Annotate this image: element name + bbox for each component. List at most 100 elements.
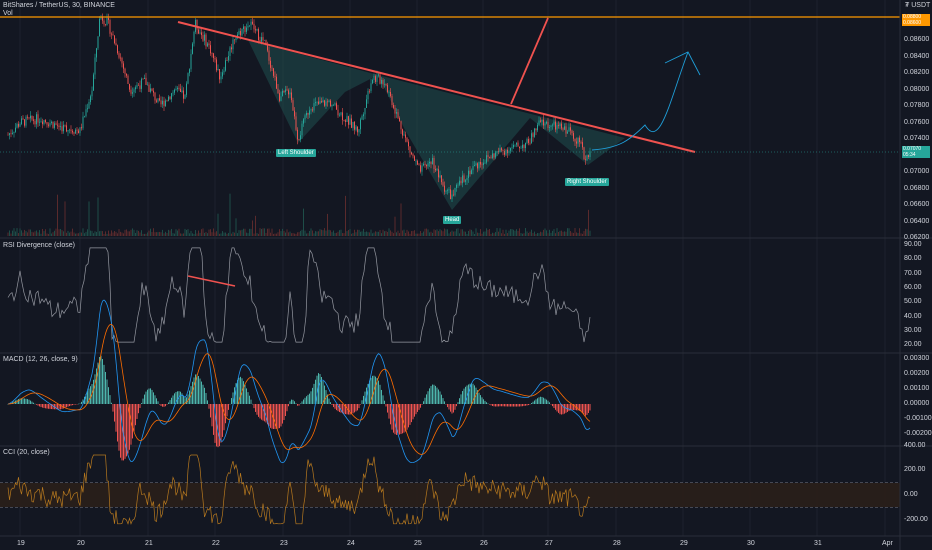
cci-tick: 400.00 bbox=[904, 442, 926, 449]
volume-bar bbox=[255, 215, 256, 236]
price-tick: 0.07600 bbox=[904, 118, 930, 126]
volume-bar bbox=[568, 228, 570, 236]
macd-histogram-bar bbox=[583, 404, 585, 415]
rsi-tick: 30.00 bbox=[904, 326, 922, 334]
volume-bar bbox=[55, 228, 57, 236]
candle-body bbox=[201, 32, 202, 36]
macd-histogram-bar bbox=[385, 404, 387, 407]
candle-body bbox=[343, 119, 345, 121]
cci-title[interactable]: CCI (20, close) bbox=[3, 449, 50, 456]
candle-body bbox=[496, 151, 498, 153]
candle-body bbox=[75, 129, 76, 134]
drawings[interactable] bbox=[0, 16, 900, 153]
volume-bar bbox=[189, 233, 190, 236]
rsi-divergence-line[interactable] bbox=[187, 275, 236, 287]
volume-bar bbox=[388, 228, 390, 236]
macd-histogram-bar bbox=[183, 395, 184, 404]
macd-histogram-bar bbox=[391, 404, 393, 430]
volume-bar bbox=[256, 233, 258, 236]
macd-histogram-bar bbox=[525, 404, 526, 406]
volume-bar bbox=[540, 231, 541, 236]
volume-bar bbox=[88, 201, 90, 236]
macd-histogram-bar bbox=[460, 394, 462, 404]
candle-body bbox=[408, 141, 409, 147]
volume-bar bbox=[180, 233, 181, 236]
macd-histogram-bar bbox=[439, 391, 441, 404]
right-shoulder-label[interactable]: Right Shoulder bbox=[565, 178, 609, 186]
macd-title[interactable]: MACD (12, 26, close, 9) bbox=[3, 356, 78, 363]
candle-body bbox=[268, 50, 270, 61]
left-shoulder-label[interactable]: Left Shoulder bbox=[276, 149, 316, 157]
macd-histogram-bar bbox=[145, 391, 147, 404]
candle-body bbox=[495, 152, 496, 158]
volume-bar bbox=[477, 232, 478, 236]
candle-body bbox=[91, 90, 93, 97]
projected-path[interactable] bbox=[591, 51, 689, 151]
macd-histogram-bar bbox=[442, 398, 444, 404]
volume-bar bbox=[321, 229, 322, 236]
rsi-title[interactable]: RSI Divergence (close) bbox=[3, 242, 75, 249]
volume-bar bbox=[297, 232, 298, 236]
candle-body bbox=[208, 43, 210, 46]
volume-bar bbox=[228, 232, 229, 236]
volume-bar bbox=[223, 232, 225, 236]
candle-body bbox=[390, 91, 391, 97]
candle-body bbox=[579, 137, 580, 142]
candle-body bbox=[175, 88, 177, 90]
macd-histogram-bar bbox=[348, 404, 349, 415]
currency-label[interactable]: ₮ USDT bbox=[905, 2, 931, 9]
volume-bar bbox=[370, 229, 372, 236]
volume-bar bbox=[177, 230, 178, 236]
macd-histogram-bar bbox=[574, 404, 576, 411]
candle-body bbox=[210, 45, 211, 54]
candle-body bbox=[102, 16, 103, 21]
rsi-tick: 20.00 bbox=[904, 341, 922, 349]
macd-histogram-bar bbox=[423, 401, 424, 404]
candle-body bbox=[60, 126, 61, 128]
macd-histogram-bar bbox=[382, 395, 384, 404]
macd-histogram-bar bbox=[381, 389, 382, 404]
volume-bar bbox=[148, 230, 150, 236]
volume-bar bbox=[132, 228, 133, 236]
macd-histogram-bar bbox=[157, 401, 159, 404]
macd-histogram-bar bbox=[301, 401, 303, 404]
candlesticks[interactable] bbox=[7, 13, 591, 202]
candle-body bbox=[586, 155, 588, 161]
neckline-trendline[interactable] bbox=[177, 21, 696, 153]
volume-bar bbox=[157, 232, 159, 236]
volume-bar bbox=[222, 231, 223, 236]
pane-separators[interactable] bbox=[0, 237, 932, 537]
volume-bar bbox=[558, 231, 559, 236]
macd-histogram-bar bbox=[204, 387, 205, 404]
candle-body bbox=[574, 138, 576, 142]
macd-histogram-bar bbox=[396, 404, 397, 435]
projection-arrow[interactable] bbox=[664, 51, 701, 76]
volume-bar bbox=[453, 231, 454, 236]
macd-histogram-bar bbox=[550, 404, 552, 405]
macd-histogram-bar bbox=[246, 388, 247, 404]
candle-body bbox=[564, 126, 565, 130]
volume-bar bbox=[282, 228, 283, 236]
candle-body bbox=[78, 130, 79, 134]
volume-bar bbox=[250, 228, 252, 236]
macd-histogram-bar bbox=[250, 399, 252, 404]
candle-body bbox=[18, 123, 19, 127]
macd-histogram-bar bbox=[33, 402, 34, 404]
candle-body bbox=[549, 127, 550, 128]
volume-bar bbox=[588, 209, 589, 236]
target-projection-line[interactable] bbox=[510, 17, 549, 105]
head-label[interactable]: Head bbox=[443, 216, 462, 224]
candle-body bbox=[286, 89, 288, 91]
candle-body bbox=[412, 154, 414, 157]
candle-body bbox=[462, 175, 463, 184]
candle-body bbox=[330, 100, 331, 107]
symbol-title[interactable]: BitShares / TetherUS, 30, BINANCE bbox=[3, 2, 115, 9]
candle-body bbox=[243, 26, 244, 30]
macd-histogram-bar bbox=[450, 404, 451, 412]
macd-histogram-bar bbox=[586, 404, 588, 415]
volume-label[interactable]: Vol bbox=[3, 10, 13, 17]
candle-body bbox=[256, 29, 258, 31]
volume-bar bbox=[436, 229, 438, 236]
volume-bar bbox=[124, 229, 126, 236]
